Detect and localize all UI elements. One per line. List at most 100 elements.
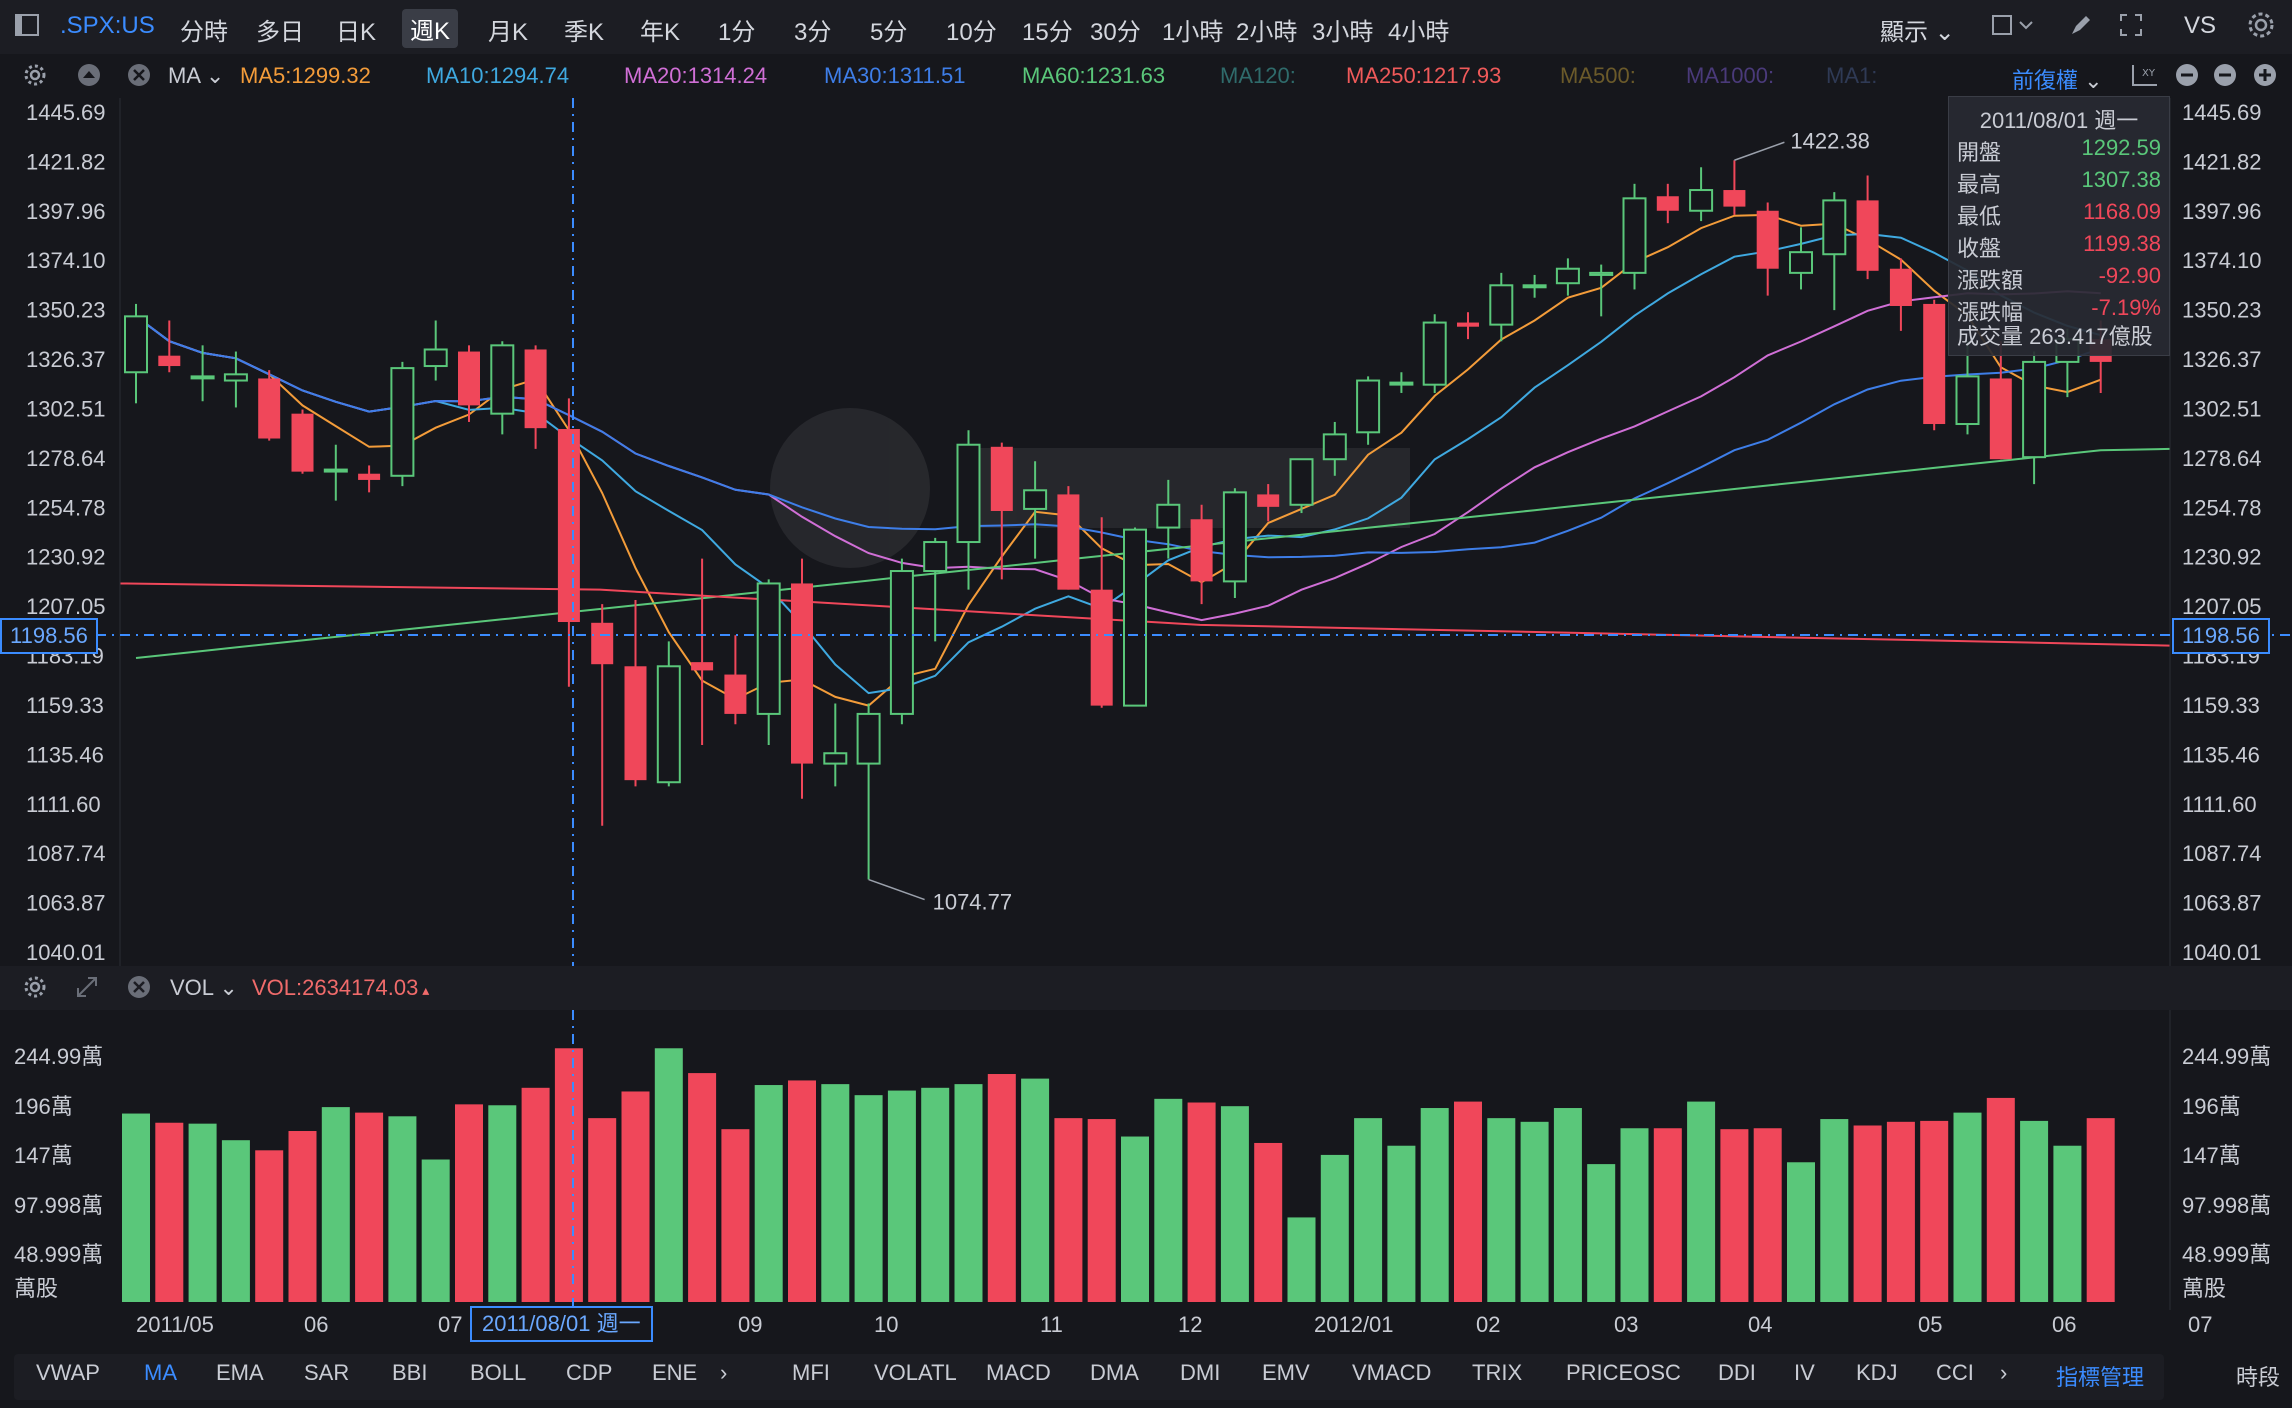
candle[interactable]	[656, 641, 681, 787]
candle[interactable]	[557, 398, 580, 687]
volume-bar[interactable]	[155, 1122, 184, 1302]
candle[interactable]	[291, 409, 314, 474]
ma-value-0[interactable]: MA5:1299.32	[240, 63, 371, 88]
indicator-ene[interactable]: ENE	[652, 1360, 698, 1385]
volume-bar[interactable]	[1553, 1108, 1582, 1302]
zoom-out-icon[interactable]	[2174, 62, 2200, 95]
candle[interactable]	[1190, 504, 1213, 605]
volume-bar[interactable]	[954, 1084, 983, 1302]
volume-bar[interactable]	[554, 1048, 583, 1302]
display-menu[interactable]: 顯示 ⌄	[1880, 19, 1955, 46]
indicator-vwap[interactable]: VWAP	[36, 1360, 100, 1385]
volume-bar[interactable]	[2020, 1120, 2049, 1302]
candle[interactable]	[1889, 258, 1912, 331]
volume-bar[interactable]	[1853, 1125, 1882, 1302]
candle[interactable]	[1422, 314, 1447, 393]
indicator-mfi[interactable]: MFI	[792, 1360, 830, 1385]
gear-icon[interactable]	[22, 974, 48, 1007]
indicator-dmi[interactable]: DMI	[1180, 1360, 1221, 1385]
period-tab-4[interactable]: 月K	[488, 19, 529, 46]
period-tab-1[interactable]: 多日	[256, 19, 304, 46]
candle[interactable]	[1756, 202, 1779, 296]
period-tab-7[interactable]: 1分	[718, 19, 756, 46]
candle[interactable]	[856, 703, 881, 880]
volume-bar[interactable]	[1487, 1118, 1516, 1302]
candle[interactable]	[756, 579, 781, 745]
close-icon[interactable]	[126, 974, 152, 1007]
candle[interactable]	[1257, 484, 1280, 522]
volume-bar[interactable]	[788, 1080, 816, 1302]
volume-bar[interactable]	[1087, 1119, 1116, 1302]
candle[interactable]	[1555, 258, 1580, 296]
candle[interactable]	[258, 370, 281, 441]
volume-bar[interactable]	[421, 1159, 450, 1302]
ma-value-3[interactable]: MA30:1311.51	[824, 63, 966, 88]
candle[interactable]	[1123, 527, 1147, 707]
volume-bar[interactable]	[388, 1116, 417, 1302]
volume-bar[interactable]	[1587, 1164, 1616, 1302]
candle[interactable]	[1723, 160, 1746, 215]
volume-bar[interactable]	[1220, 1106, 1249, 1302]
volume-bar[interactable]	[1420, 1108, 1449, 1302]
indicator-volatl[interactable]: VOLATL	[874, 1360, 957, 1385]
candle[interactable]	[1389, 372, 1414, 393]
candle[interactable]	[1057, 486, 1080, 590]
volume-bar[interactable]	[1287, 1217, 1316, 1302]
candle[interactable]	[923, 537, 948, 642]
candle[interactable]	[1589, 264, 1614, 317]
candle[interactable]	[1689, 167, 1714, 222]
indicator-boll[interactable]: BOLL	[470, 1360, 527, 1385]
indicator-dma[interactable]: DMA	[1090, 1360, 1139, 1385]
candle[interactable]	[490, 341, 515, 435]
volume-bar[interactable]	[1154, 1098, 1183, 1302]
ma-value-5[interactable]: MA120:	[1220, 63, 1296, 88]
candle[interactable]	[1656, 183, 1679, 224]
candle[interactable]	[1856, 175, 1879, 280]
candle[interactable]	[823, 703, 848, 787]
symbol-name[interactable]: .SPX:US	[60, 12, 155, 39]
period-tab-15[interactable]: 3小時	[1312, 19, 1374, 46]
volume-bar[interactable]	[1986, 1097, 2015, 1302]
period-tab-10[interactable]: 10分	[946, 19, 997, 46]
volume-bar[interactable]	[355, 1112, 384, 1302]
candle[interactable]	[423, 320, 448, 381]
volume-bar[interactable]	[1387, 1145, 1416, 1302]
volume-bar[interactable]	[1187, 1102, 1216, 1302]
candle[interactable]	[1356, 376, 1381, 445]
candle[interactable]	[1090, 517, 1113, 708]
volume-bar[interactable]	[887, 1090, 916, 1302]
indicator-emv[interactable]: EMV	[1262, 1360, 1310, 1385]
candle[interactable]	[1489, 272, 1514, 342]
candle[interactable]	[124, 303, 148, 404]
period-tab-13[interactable]: 1小時	[1162, 19, 1224, 46]
volume-bar[interactable]	[1520, 1121, 1549, 1302]
volume-bar[interactable]	[1320, 1154, 1349, 1302]
volume-bar[interactable]	[1753, 1128, 1782, 1302]
candle[interactable]	[724, 635, 747, 725]
ma-selector[interactable]: MA ⌄	[168, 63, 225, 88]
candle[interactable]	[1222, 488, 1247, 598]
zoom-in-icon[interactable]	[2252, 62, 2278, 95]
indicator-bbi[interactable]: BBI	[392, 1360, 428, 1385]
volume-bar[interactable]	[188, 1123, 217, 1302]
candle[interactable]	[390, 361, 415, 487]
volume-bar[interactable]	[987, 1074, 1016, 1302]
ma-value-7[interactable]: MA500:	[1560, 63, 1636, 88]
volume-bar[interactable]	[1354, 1118, 1383, 1302]
more-right-chevron-icon[interactable]: ›	[2000, 1360, 2008, 1385]
fullscreen-icon[interactable]	[2118, 12, 2144, 45]
period-tab-16[interactable]: 4小時	[1388, 19, 1450, 46]
candle[interactable]	[1156, 479, 1181, 559]
candle[interactable]	[791, 558, 813, 799]
indicator-manage-button[interactable]: 指標管理	[2056, 1365, 2145, 1390]
volume-bar[interactable]	[488, 1105, 517, 1302]
period-tab-14[interactable]: 2小時	[1236, 19, 1298, 46]
candle[interactable]	[1289, 458, 1314, 514]
volume-bar[interactable]	[688, 1073, 717, 1302]
collapse-icon[interactable]	[76, 62, 102, 95]
volume-bar[interactable]	[921, 1087, 950, 1302]
indicator-vmacd[interactable]: VMACD	[1352, 1360, 1432, 1385]
ma-value-2[interactable]: MA20:1314.24	[624, 63, 768, 88]
volume-bar[interactable]	[654, 1048, 683, 1302]
